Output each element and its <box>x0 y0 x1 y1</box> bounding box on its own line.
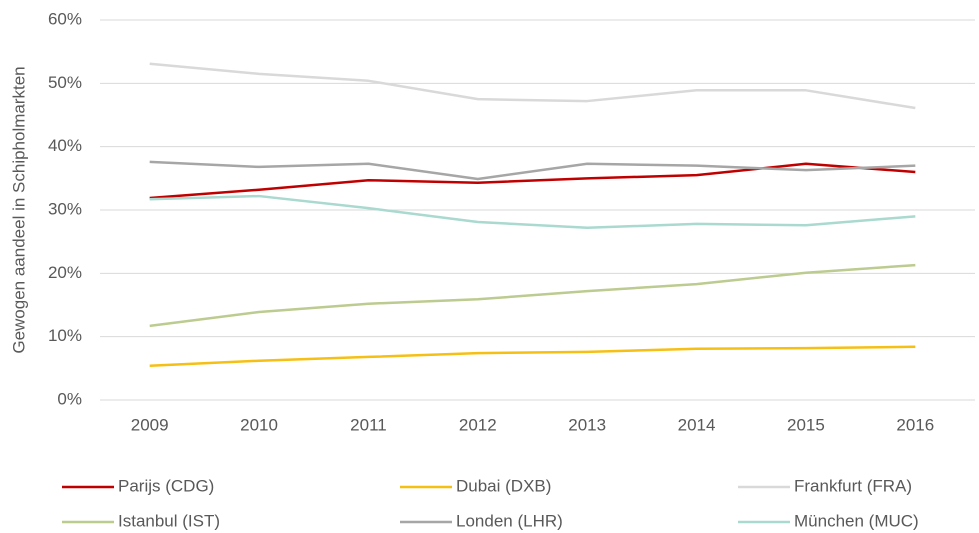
legend-label: Frankfurt (FRA) <box>794 476 912 495</box>
legend-label: Istanbul (IST) <box>118 511 220 530</box>
y-tick-label: 60% <box>48 9 82 28</box>
y-tick-label: 40% <box>48 136 82 155</box>
legend-label: Parijs (CDG) <box>118 476 214 495</box>
y-tick-label: 0% <box>57 389 82 408</box>
x-tick-label: 2012 <box>459 415 497 434</box>
x-tick-label: 2013 <box>568 415 606 434</box>
legend-label: Dubai (DXB) <box>456 476 551 495</box>
series-line <box>149 160 916 181</box>
x-tick-label: 2010 <box>240 415 278 434</box>
series-line <box>149 62 916 110</box>
legend-label: Londen (LHR) <box>456 511 563 530</box>
x-tick-label: 2015 <box>787 415 825 434</box>
x-tick-label: 2009 <box>131 415 169 434</box>
x-tick-label: 2011 <box>350 415 387 434</box>
x-tick-label: 2014 <box>678 415 716 434</box>
series-line <box>149 263 916 328</box>
y-tick-label: 30% <box>48 199 82 218</box>
y-tick-label: 50% <box>48 73 82 92</box>
series-line <box>149 345 916 368</box>
y-tick-label: 10% <box>48 326 82 345</box>
y-axis-label: Gewogen aandeel in Schipholmarkten <box>9 66 28 353</box>
x-tick-label: 2016 <box>896 415 934 434</box>
legend-label: München (MUC) <box>794 511 919 530</box>
y-tick-label: 20% <box>48 263 82 282</box>
series-line <box>149 162 916 200</box>
series-line <box>149 194 916 229</box>
